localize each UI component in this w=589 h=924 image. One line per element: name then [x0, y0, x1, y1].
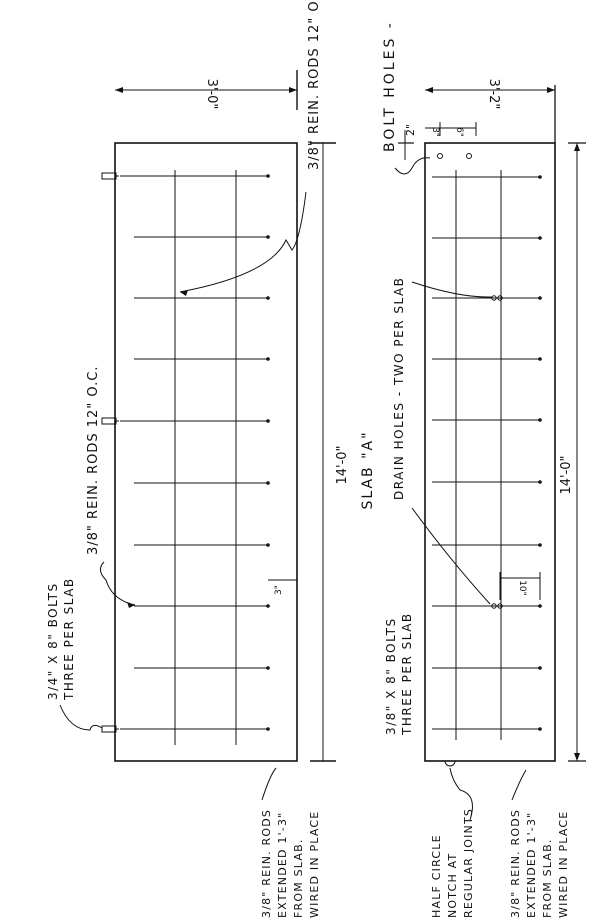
left-width-dim-label: 3'-0" — [204, 79, 219, 110]
right-slab-outline — [424, 142, 556, 762]
right-top-offset-label: 2" — [404, 124, 417, 136]
left-small-dim-label: 3" — [274, 585, 284, 595]
left-transverse-rods — [120, 175, 268, 730]
right-slab: 3" 6" 2" 3'-2" 10" 14'-0" — [382, 20, 586, 918]
left-mid-rods-label: 3/8" REIN. RODS 12" O.C. — [86, 366, 101, 555]
right-bolts-label-line2: THREE PER SLAB — [400, 612, 414, 736]
left-rod-end-marks — [266, 174, 270, 731]
left-note-line-2: EXTENDED 1'-3" — [276, 812, 289, 918]
drain-hole-4 — [497, 603, 503, 609]
left-bolts-label-line1: 3/4" X 8" BOLTS — [46, 582, 60, 700]
right-small-dim-a: 3" — [430, 127, 440, 137]
right-bottom-note: 3/8" REIN. RODS EXTENDED 1'-3" FROM SLAB… — [509, 769, 570, 918]
drain-hole-2 — [497, 295, 503, 301]
left-length-dimension: 14'-0" — [310, 142, 350, 762]
left-bolts-leader — [59, 704, 103, 731]
bolt-holes-leader — [394, 157, 431, 175]
right-rod-end-marks — [538, 175, 542, 731]
notch-note-line-3: REGULAR JOINTS — [462, 808, 475, 918]
left-bolt-2 — [101, 417, 117, 425]
bolt-hole-2 — [466, 153, 472, 159]
left-length-dim-label: 14'-0" — [335, 445, 350, 484]
half-circle-notch — [444, 760, 456, 767]
drain-hole-3 — [491, 603, 497, 609]
right-note-line-1: 3/8" REIN. RODS — [509, 809, 522, 918]
right-transverse-rods — [432, 176, 540, 730]
left-bolt-3 — [101, 725, 117, 733]
notch-note-line-1: HALF CIRCLE — [430, 834, 443, 918]
left-note-line-1: 3/8" REIN. RODS — [260, 809, 273, 918]
drain-holes-leader-2 — [411, 507, 491, 605]
left-note-line-4: WIRED IN PLACE — [308, 811, 321, 918]
left-bolts — [101, 172, 150, 733]
notch-note: HALF CIRCLE NOTCH AT REGULAR JOINTS — [430, 808, 475, 918]
right-width-dimension: 3'-2" — [425, 79, 556, 143]
right-note-line-2: EXTENDED 1'-3" — [525, 812, 538, 918]
left-bottom-note: 3/8" REIN. RODS EXTENDED 1'-3" FROM SLAB… — [260, 767, 321, 918]
left-small-dim: 3" — [268, 579, 297, 595]
left-top-rods-leader — [179, 191, 307, 293]
drain-holes-leader-1 — [411, 281, 493, 298]
drain-hole-1 — [491, 295, 497, 301]
right-length-dim-label: 14'-0" — [559, 455, 574, 494]
left-bolts-label-line2: THREE PER SLAB — [62, 577, 76, 701]
right-note-line-3: FROM SLAB. — [541, 838, 554, 918]
left-slab: 3'-0" 14'-0" 3" 3/8" REIN. RODS 12" O.C.… — [46, 0, 350, 918]
right-bolts-label-line1: 3/8" X 8" BOLTS — [384, 617, 398, 735]
right-top-offset-dim: 2" — [398, 124, 417, 160]
left-mid-rods-leader — [100, 561, 136, 606]
left-slab-outline — [114, 142, 298, 762]
left-note-line-3: FROM SLAB. — [292, 838, 305, 918]
right-small-dim-b: 6" — [454, 127, 464, 137]
right-top-small-dims: 3" 6" — [425, 122, 477, 137]
right-length-dimension: 14'-0" — [559, 142, 586, 762]
right-drain-offset-dim: 10" — [499, 572, 541, 600]
slab-title: SLAB "A" — [360, 430, 376, 509]
notch-note-line-2: NOTCH AT — [446, 853, 459, 918]
right-width-dim-label: 3'-2" — [486, 79, 501, 110]
left-bolt-1 — [101, 172, 117, 180]
right-drain-offset-label: 10" — [517, 580, 527, 596]
drain-holes-label: DRAIN HOLES - TWO PER SLAB — [392, 277, 406, 500]
left-width-dimension: 3'-0" — [115, 70, 298, 110]
notch-leader — [449, 767, 473, 821]
bolt-holes-label: BOLT HOLES - — [382, 20, 398, 152]
bolt-hole-1 — [437, 153, 443, 159]
left-top-rods-label: 3/8" REIN. RODS 12" O.C. — [307, 0, 322, 170]
right-note-line-4: WIRED IN PLACE — [557, 811, 570, 918]
